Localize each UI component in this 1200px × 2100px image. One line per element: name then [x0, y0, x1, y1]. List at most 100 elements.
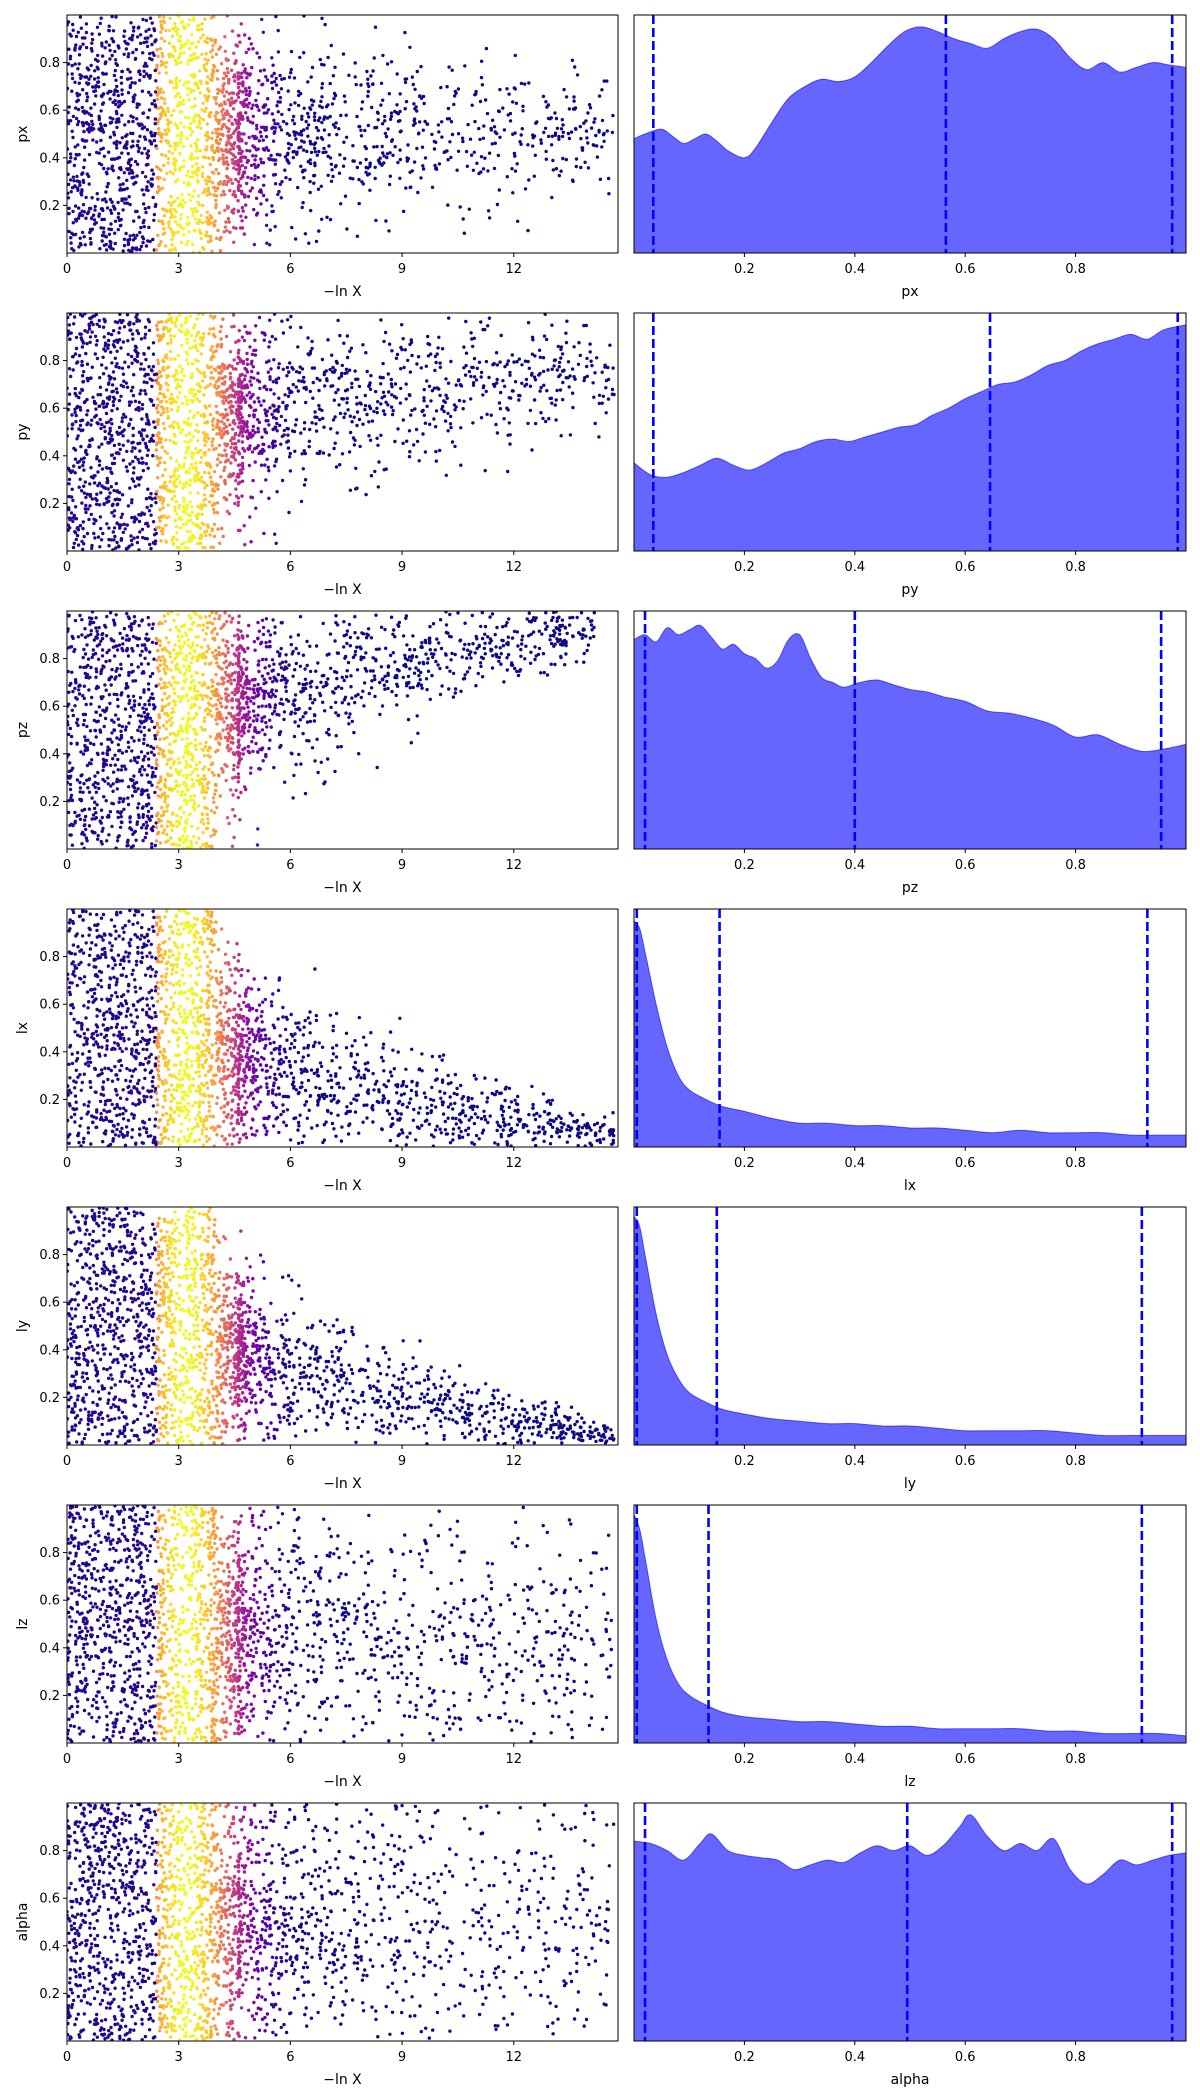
scatter-point	[227, 394, 232, 398]
scatter-point	[301, 379, 305, 383]
scatter-point	[310, 65, 315, 70]
x-axis-label: px	[901, 284, 918, 300]
scatter-point	[108, 429, 112, 433]
scatter-point	[537, 348, 542, 352]
scatter-point	[72, 446, 76, 451]
scatter-point	[187, 58, 191, 63]
scatter-point	[188, 155, 193, 159]
scatter-point	[342, 94, 347, 98]
scatter-point	[564, 340, 569, 345]
scatter-point	[209, 365, 213, 369]
scatter-point	[461, 677, 466, 681]
scatter-point	[143, 332, 148, 336]
scatter-point	[128, 320, 132, 324]
scatter-point	[237, 167, 242, 172]
scatter-point	[67, 402, 72, 406]
scatter-point	[173, 147, 177, 152]
scatter-point	[505, 87, 509, 91]
scatter-point	[527, 178, 531, 182]
scatter-point	[110, 15, 114, 19]
scatter-point	[147, 365, 151, 369]
scatter-point	[96, 197, 100, 201]
scatter-point	[158, 787, 163, 792]
scatter-point	[260, 17, 264, 22]
scatter-point	[231, 211, 236, 215]
scatter-point	[575, 73, 580, 77]
x-tick-label: 0.8	[1065, 560, 1086, 575]
scatter-point	[136, 441, 140, 446]
scatter-point	[422, 396, 426, 400]
scatter-point	[320, 120, 324, 125]
scatter-point	[490, 118, 495, 123]
scatter-point	[412, 102, 416, 106]
scatter-point	[338, 411, 343, 416]
scatter-point	[265, 111, 269, 115]
scatter-point	[315, 737, 319, 741]
scatter-point	[497, 188, 501, 192]
scatter-point	[237, 439, 241, 443]
scatter-point	[298, 55, 302, 60]
scatter-point	[213, 38, 218, 42]
scatter-point	[192, 794, 196, 798]
scatter-point	[199, 541, 203, 545]
scatter-point	[136, 149, 141, 154]
scatter-point	[167, 718, 172, 722]
scatter-point	[91, 322, 95, 327]
scatter-point	[150, 369, 154, 373]
scatter-point	[212, 15, 216, 19]
scatter-point	[478, 99, 483, 104]
scatter-point	[605, 79, 609, 83]
scatter-point	[229, 151, 233, 155]
scatter-point	[184, 41, 188, 46]
scatter-point	[97, 117, 102, 122]
scatter-point	[135, 535, 140, 539]
scatter-point	[262, 449, 266, 453]
scatter-point	[130, 246, 135, 250]
scatter-point	[224, 90, 229, 94]
scatter-point	[155, 63, 159, 67]
scatter-point	[111, 502, 115, 506]
scatter-point	[67, 191, 70, 195]
scatter-point	[308, 139, 312, 144]
scatter-point	[240, 440, 245, 444]
scatter-point	[78, 477, 82, 481]
scatter-point	[345, 371, 349, 375]
scatter-point	[331, 123, 336, 127]
scatter-point	[288, 451, 292, 456]
scatter-point	[115, 521, 119, 526]
scatter-point	[171, 54, 175, 59]
scatter-point	[155, 97, 160, 102]
scatter-point	[67, 407, 70, 412]
scatter-point	[350, 385, 354, 390]
scatter-point	[218, 45, 222, 49]
scatter-point	[164, 727, 168, 731]
scatter-point	[200, 747, 204, 751]
scatter-point	[495, 377, 499, 382]
scatter-point	[151, 439, 156, 443]
scatter-point	[474, 89, 478, 94]
scatter-point	[517, 398, 521, 402]
scatter-point	[82, 165, 86, 170]
scatter-point	[245, 357, 249, 362]
scatter-point	[241, 464, 245, 469]
scatter-point	[446, 411, 450, 416]
scatter-point	[383, 330, 388, 335]
scatter-point	[224, 57, 228, 61]
scatter-point	[129, 389, 134, 393]
scatter-point	[85, 413, 89, 417]
scatter-point	[231, 427, 235, 431]
scatter-point	[243, 324, 247, 329]
scatter-point	[433, 354, 438, 359]
scatter-point	[169, 334, 173, 338]
scatter-point	[242, 132, 246, 136]
scatter-point	[147, 27, 151, 32]
scatter-point	[268, 375, 272, 379]
scatter-point	[533, 421, 538, 426]
scatter-point	[514, 101, 519, 106]
scatter-point	[173, 246, 177, 250]
scatter-point	[579, 136, 583, 141]
scatter-point	[564, 157, 568, 162]
scatter-point	[373, 25, 378, 29]
scatter-point	[129, 163, 133, 168]
scatter-point	[238, 111, 243, 115]
